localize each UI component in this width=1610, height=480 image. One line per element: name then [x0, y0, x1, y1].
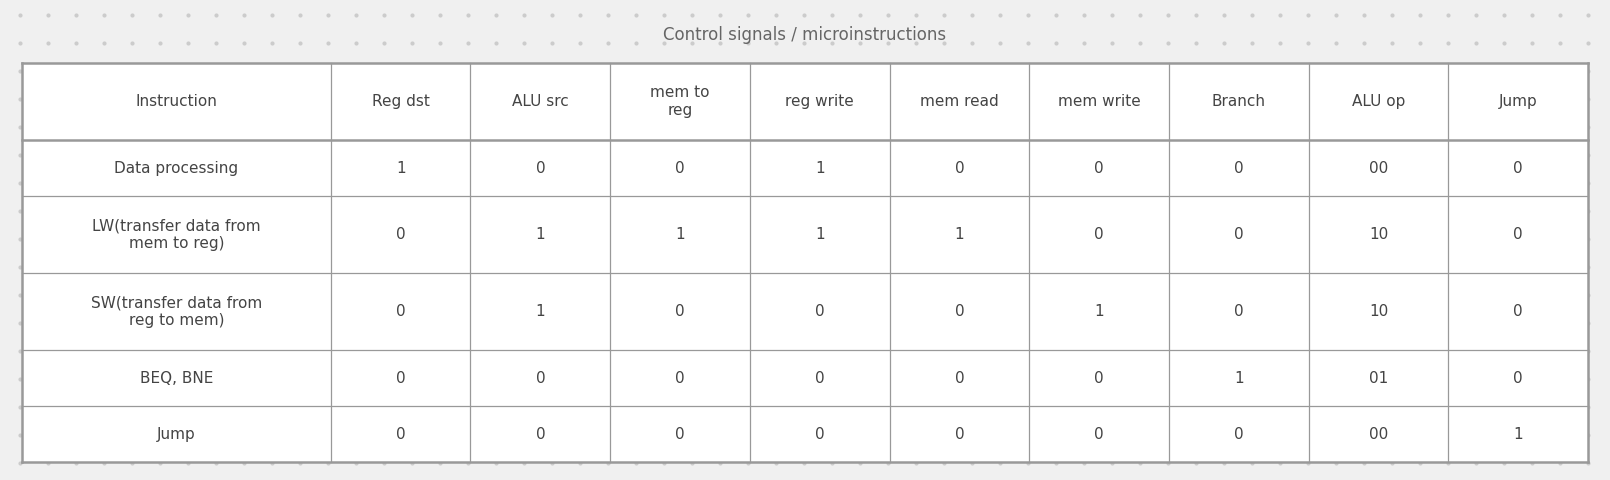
Text: 1: 1 [536, 227, 546, 242]
Text: Instruction: Instruction [135, 94, 217, 109]
Text: 0: 0 [955, 161, 964, 176]
Text: 0: 0 [955, 371, 964, 386]
Text: Data processing: Data processing [114, 161, 238, 176]
Text: 0: 0 [675, 161, 684, 176]
Text: 01: 01 [1368, 371, 1388, 386]
Text: 1: 1 [675, 227, 684, 242]
Text: mem to
reg: mem to reg [650, 85, 710, 118]
Text: 0: 0 [1233, 427, 1243, 442]
Text: 0: 0 [1513, 227, 1523, 242]
Text: reg write: reg write [786, 94, 853, 109]
Text: 0: 0 [1513, 371, 1523, 386]
Text: 1: 1 [536, 304, 546, 319]
Text: Jump: Jump [1499, 94, 1538, 109]
Text: 0: 0 [815, 304, 824, 319]
Text: Reg dst: Reg dst [372, 94, 430, 109]
Text: 0: 0 [1513, 304, 1523, 319]
Text: 0: 0 [955, 304, 964, 319]
Text: 0: 0 [396, 371, 406, 386]
Text: 1: 1 [396, 161, 406, 176]
Text: Control signals / microinstructions: Control signals / microinstructions [663, 26, 947, 44]
Text: mem write: mem write [1058, 94, 1140, 109]
Text: 0: 0 [815, 371, 824, 386]
Text: 0: 0 [1095, 227, 1104, 242]
Text: SW(transfer data from
reg to mem): SW(transfer data from reg to mem) [90, 296, 262, 328]
Text: 0: 0 [536, 371, 546, 386]
Text: 0: 0 [396, 227, 406, 242]
Text: 0: 0 [396, 304, 406, 319]
Text: 0: 0 [1095, 427, 1104, 442]
Text: BEQ, BNE: BEQ, BNE [140, 371, 213, 386]
Text: 10: 10 [1368, 304, 1388, 319]
Text: 00: 00 [1368, 161, 1388, 176]
Text: 0: 0 [675, 304, 684, 319]
Text: 1: 1 [815, 161, 824, 176]
Text: 0: 0 [675, 427, 684, 442]
Text: 00: 00 [1368, 427, 1388, 442]
Text: 0: 0 [536, 161, 546, 176]
Text: ALU src: ALU src [512, 94, 568, 109]
Text: 0: 0 [1095, 161, 1104, 176]
Text: 1: 1 [955, 227, 964, 242]
Text: LW(transfer data from
mem to reg): LW(transfer data from mem to reg) [92, 218, 261, 251]
Text: 0: 0 [1513, 161, 1523, 176]
Text: 0: 0 [1233, 227, 1243, 242]
Text: 0: 0 [1233, 161, 1243, 176]
Text: 0: 0 [1095, 371, 1104, 386]
Bar [23, 63, 1587, 462]
Text: mem read: mem read [919, 94, 998, 109]
Text: 1: 1 [1513, 427, 1523, 442]
Text: ALU op: ALU op [1352, 94, 1406, 109]
Text: 0: 0 [675, 371, 684, 386]
Text: Branch: Branch [1212, 94, 1265, 109]
Text: 1: 1 [1095, 304, 1104, 319]
Text: 0: 0 [815, 427, 824, 442]
Text: 0: 0 [396, 427, 406, 442]
Text: 10: 10 [1368, 227, 1388, 242]
Text: 0: 0 [536, 427, 546, 442]
Text: 0: 0 [955, 427, 964, 442]
Text: 1: 1 [815, 227, 824, 242]
Text: 0: 0 [1233, 304, 1243, 319]
Text: 1: 1 [1233, 371, 1243, 386]
Text: Jump: Jump [158, 427, 196, 442]
